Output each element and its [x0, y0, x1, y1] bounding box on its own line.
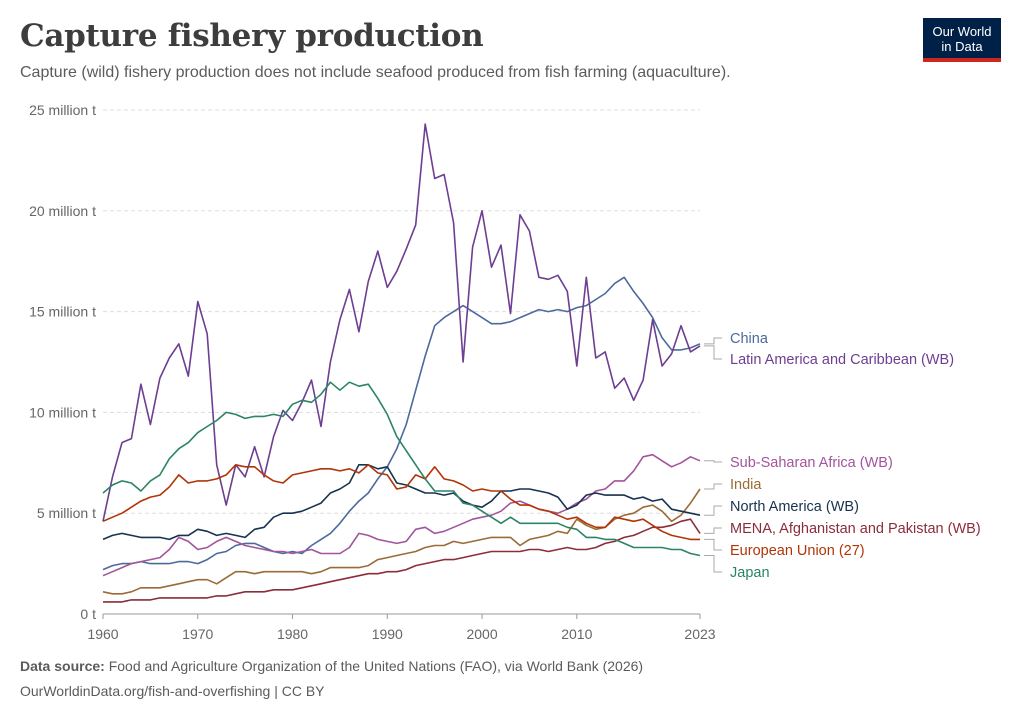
legend-connector	[704, 505, 722, 516]
y-tick-label: 0 t	[80, 606, 96, 622]
data-source-note: Data source: Food and Agriculture Organi…	[20, 658, 643, 674]
legend-label: European Union (27)	[730, 543, 865, 559]
source-label: Data source:	[20, 658, 105, 674]
y-tick-label: 15 million t	[29, 304, 96, 320]
series-line-1	[102, 123, 701, 522]
page-subtitle: Capture (wild) fishery production does n…	[20, 64, 731, 81]
x-tick-label: 1970	[182, 626, 213, 642]
legend-connector	[704, 483, 722, 490]
legend-label: Sub-Saharan Africa (WB)	[730, 455, 893, 471]
legend-connector	[704, 527, 722, 534]
legend-label: North America (WB)	[730, 499, 859, 515]
series-line-5	[103, 518, 701, 603]
logo-line-1: Our World	[932, 24, 992, 39]
source-text: Food and Agriculture Organization of the…	[108, 658, 644, 674]
legend-connector	[704, 460, 722, 463]
x-tick-label: 2010	[561, 626, 592, 642]
legend-label: Japan	[730, 565, 770, 581]
y-tick-label: 5 million t	[37, 505, 96, 521]
owid-logo[interactable]: Our World in Data	[923, 18, 1001, 62]
series-line-7	[102, 381, 701, 557]
series-line-0	[102, 276, 701, 571]
legend-connector	[704, 337, 722, 345]
x-tick-label: 1980	[277, 626, 308, 642]
series-line-2	[102, 453, 701, 577]
series-line-3	[102, 488, 701, 595]
x-tick-label: 1960	[87, 626, 118, 642]
legend-label: India	[730, 477, 762, 493]
y-tick-label: 25 million t	[29, 102, 96, 118]
series-line-4	[102, 463, 701, 541]
legend-connector	[704, 345, 722, 360]
legend-connector	[704, 538, 722, 551]
x-tick-label: 2000	[466, 626, 497, 642]
legend-connector	[704, 555, 722, 573]
legend-label: MENA, Afghanistan and Pakistan (WB)	[730, 521, 981, 537]
y-tick-label: 10 million t	[29, 404, 96, 420]
legend-label: China	[730, 331, 769, 347]
page-title: Capture fishery production	[20, 18, 484, 54]
legend-label: Latin America and Caribbean (WB)	[730, 352, 954, 368]
logo-line-2: in Data	[941, 39, 983, 54]
footer-url[interactable]: OurWorldinData.org/fish-and-overfishing …	[20, 683, 325, 699]
series-line-6	[102, 463, 700, 541]
x-tick-label: 1990	[372, 626, 403, 642]
line-chart: 0 t 5 million t 10 million t 15 million t 20…	[29, 102, 981, 642]
y-tick-label: 20 million t	[29, 203, 96, 219]
x-tick-label: 2023	[684, 626, 715, 642]
